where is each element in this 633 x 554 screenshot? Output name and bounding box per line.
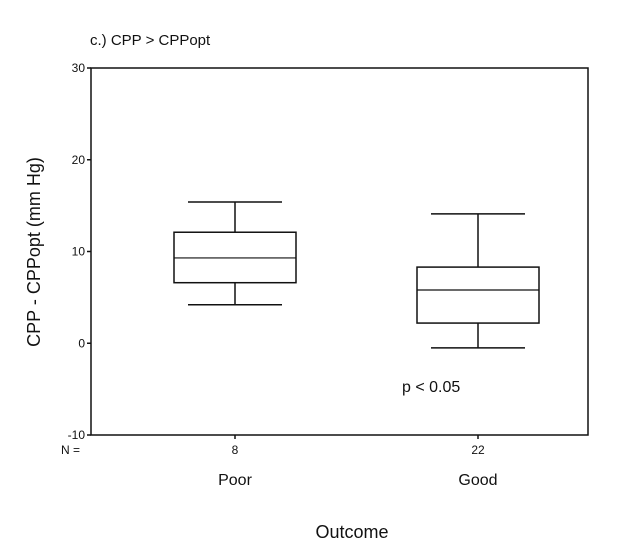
y-axis-label: CPP - CPPopt (mm Hg): [24, 157, 44, 347]
p-value-annotation: p < 0.05: [402, 379, 460, 396]
n-value: 22: [471, 443, 485, 457]
y-tick-label: 30: [72, 61, 86, 75]
n-label: N =: [61, 443, 80, 457]
box-poor: [173, 201, 297, 306]
x-axis-labels: 8 Poor 22 Good: [218, 435, 498, 489]
n-value: 8: [232, 443, 239, 457]
y-axis: -10 0 10 20 30: [68, 61, 91, 442]
plot-area: [90, 67, 589, 436]
chart-title: c.) CPP > CPPopt: [90, 32, 211, 49]
interquartile-box: [416, 266, 540, 324]
category-label: Poor: [218, 472, 252, 489]
y-tick-label: 0: [78, 336, 85, 350]
x-axis-label: Outcome: [315, 522, 388, 542]
y-tick-label: -10: [68, 428, 86, 442]
box-good: [416, 213, 540, 349]
y-tick-label: 10: [72, 245, 86, 259]
category-label: Good: [458, 472, 497, 489]
box-series: [173, 201, 540, 349]
y-tick-label: 20: [72, 153, 86, 167]
